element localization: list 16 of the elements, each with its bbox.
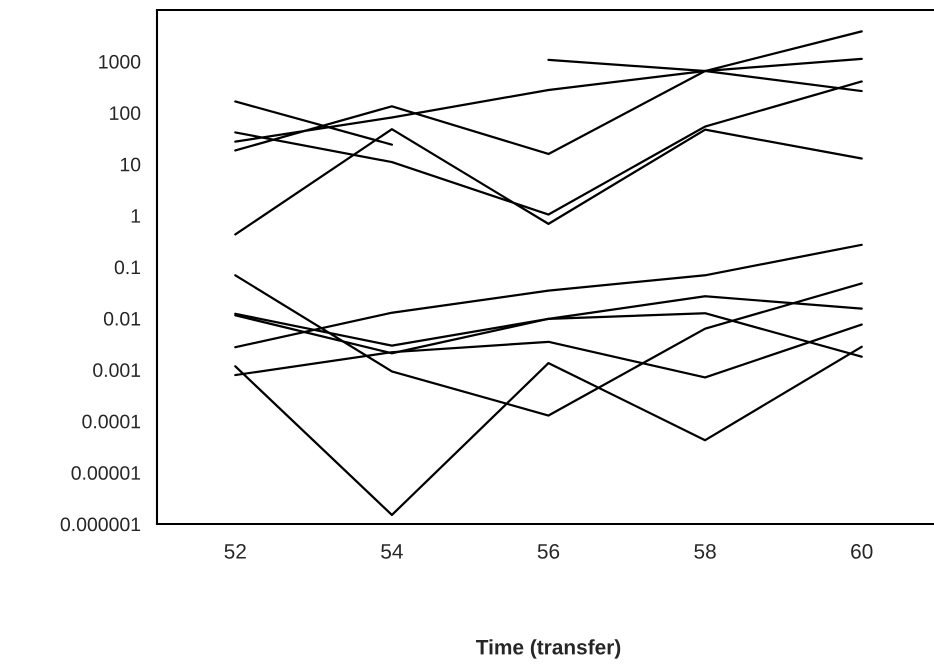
y-tick-label: 0.001 [93,363,140,378]
y-tick-label: 0.1 [114,260,140,274]
x-tick-label: 58 [694,544,716,559]
x-tick-label: 52 [224,544,246,559]
y-tick-label: 1000 [99,54,140,69]
y-tick-label: 0.0001 [82,414,140,428]
y-tick-label: 100 [110,106,140,120]
y-tick-label: 0.000001 [60,517,140,532]
y-tick-label: 0.00001 [72,466,140,480]
x-tick-label: 54 [381,544,403,559]
x-tick-label: 60 [851,544,872,559]
y-tick-label: 1 [132,209,140,223]
x-tick-label: 56 [538,544,560,559]
x-axis-title: Time (transfer) [476,639,620,659]
y-tick-label: 10 [120,158,140,172]
y-tick-label: 0.01 [104,312,140,326]
